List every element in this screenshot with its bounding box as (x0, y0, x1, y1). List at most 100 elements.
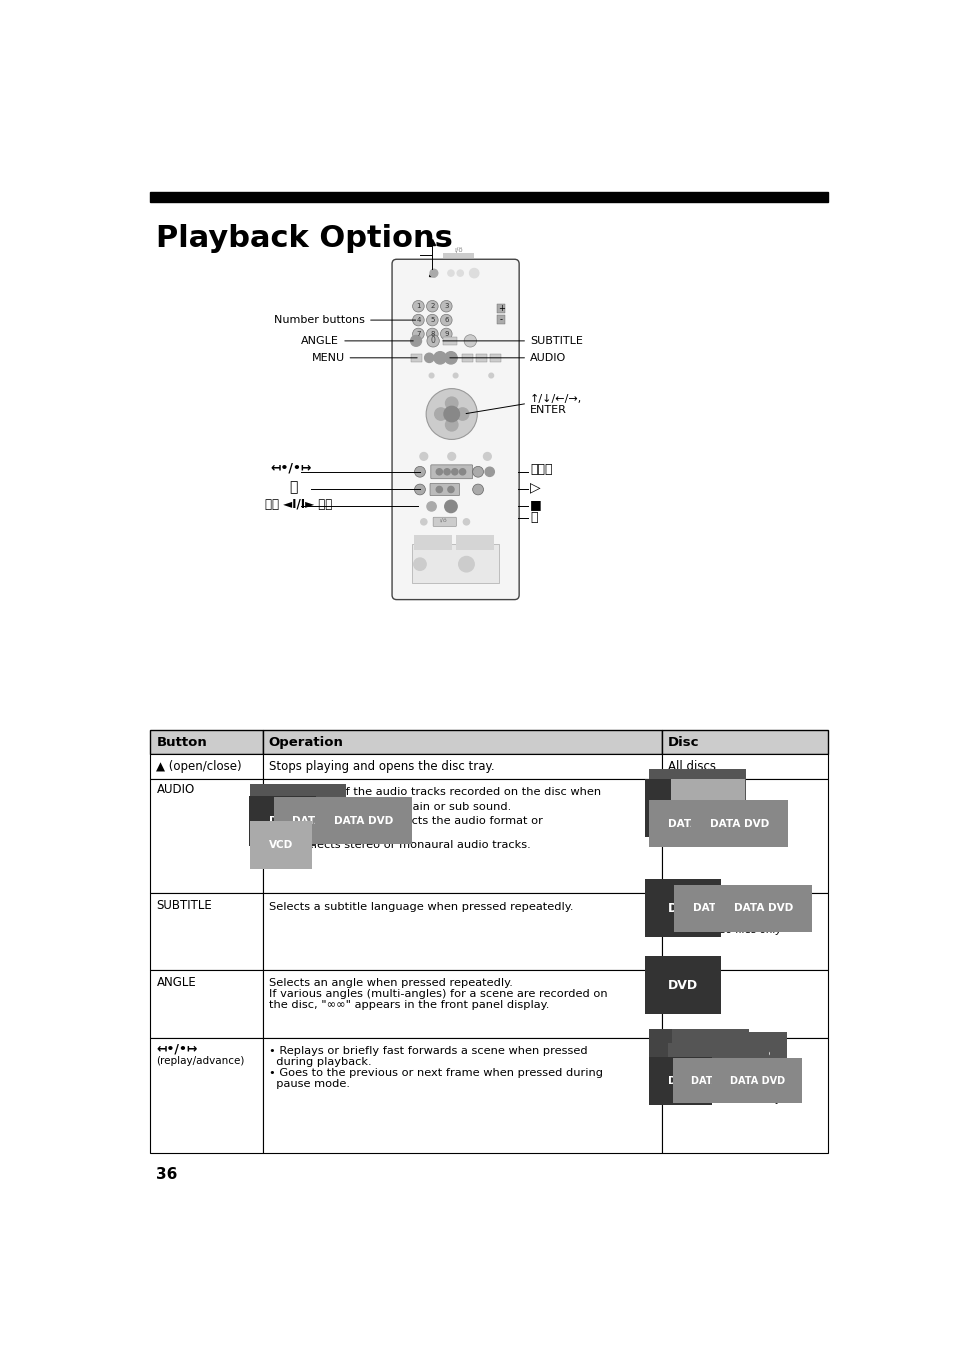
Text: *: * (728, 903, 734, 914)
Bar (443, 337, 456, 345)
Text: If various angles (multi-angles) for a scene are recorded on: If various angles (multi-angles) for a s… (269, 990, 607, 999)
Circle shape (430, 269, 437, 277)
Text: 3: 3 (443, 303, 448, 310)
Circle shape (443, 407, 459, 422)
Bar (262, 969, 661, 1038)
Circle shape (458, 557, 474, 572)
Text: Button: Button (156, 735, 207, 749)
Text: Selects an angle when pressed repeatedly.: Selects an angle when pressed repeatedly… (269, 979, 512, 988)
Text: ⏮: ⏮ (290, 480, 297, 495)
Bar (150, 192, 827, 203)
Text: DVD: DVD (667, 979, 698, 992)
Circle shape (412, 314, 424, 326)
Text: pause mode.: pause mode. (269, 1079, 350, 1088)
Text: ↤•/•↦: ↤•/•↦ (270, 461, 312, 475)
Text: : Selects stereo or monaural audio tracks.: : Selects stereo or monaural audio track… (292, 840, 531, 850)
Text: -: - (499, 315, 502, 324)
Text: 7: 7 (416, 331, 420, 337)
Text: Playback Options: Playback Options (155, 224, 452, 253)
Bar (262, 754, 661, 779)
Text: -RVR: -RVR (699, 788, 727, 798)
Bar (410, 354, 421, 362)
Text: AUDIO: AUDIO (450, 353, 566, 362)
Text: 2: 2 (430, 303, 434, 310)
Bar (489, 354, 500, 362)
Circle shape (436, 487, 442, 492)
Circle shape (426, 329, 437, 339)
Circle shape (426, 314, 437, 326)
Text: All discs: All discs (667, 760, 715, 773)
Bar (412, 544, 498, 583)
Text: -RWVR: -RWVR (269, 803, 308, 813)
Bar (661, 730, 827, 754)
Circle shape (436, 469, 442, 475)
Circle shape (440, 300, 452, 312)
Text: ANGLE: ANGLE (301, 335, 413, 346)
Circle shape (434, 352, 446, 364)
Text: *: * (724, 1076, 729, 1086)
Text: DVD: DVD (667, 1076, 693, 1086)
Circle shape (412, 329, 424, 339)
FancyBboxPatch shape (392, 260, 518, 599)
Text: AUDIO: AUDIO (156, 783, 194, 796)
Circle shape (410, 335, 421, 346)
Text: ▲ (open/close): ▲ (open/close) (156, 760, 242, 773)
Text: -RVideo: -RVideo (713, 1063, 752, 1072)
Text: ↑/↓/←/→,: ↑/↓/←/→, (466, 393, 581, 414)
Bar (661, 754, 827, 779)
Bar (661, 969, 827, 1038)
Circle shape (452, 469, 457, 475)
Circle shape (426, 388, 476, 439)
Text: DATA DVD: DATA DVD (729, 1076, 784, 1086)
Text: ENTER: ENTER (530, 406, 566, 415)
Circle shape (453, 373, 457, 377)
Text: SUBTITLE: SUBTITLE (442, 335, 582, 346)
Text: ▷: ▷ (530, 480, 540, 495)
Circle shape (429, 373, 434, 377)
Text: ↤•/•↦: ↤•/•↦ (156, 1042, 197, 1055)
Bar (661, 1038, 827, 1153)
Bar (150, 892, 262, 969)
Circle shape (456, 270, 463, 276)
Text: language.: language. (269, 836, 325, 846)
Bar (476, 354, 486, 362)
Bar (150, 730, 262, 754)
Text: *: Selects the audio format or: *: Selects the audio format or (374, 815, 542, 826)
Text: -RWVR: -RWVR (690, 1048, 730, 1059)
Text: • Goes to the previous or next frame when pressed during: • Goes to the previous or next frame whe… (269, 1068, 602, 1078)
Circle shape (415, 466, 425, 477)
Circle shape (435, 408, 447, 420)
Circle shape (447, 487, 454, 492)
Text: • Replays or briefly fast forwards a scene when pressed: • Replays or briefly fast forwards a sce… (269, 1046, 587, 1056)
Circle shape (469, 269, 478, 277)
Bar (262, 1038, 661, 1153)
Text: pressed repeatedly.: pressed repeatedly. (269, 798, 380, 808)
Text: * DivX video files only: * DivX video files only (667, 837, 781, 848)
Bar (262, 730, 661, 754)
Text: -RWVR: -RWVR (667, 788, 707, 798)
Circle shape (456, 408, 468, 420)
Text: 4: 4 (416, 318, 420, 323)
Bar (262, 892, 661, 969)
Bar (414, 535, 452, 550)
Circle shape (412, 300, 424, 312)
Text: *: * (749, 819, 754, 829)
Circle shape (459, 469, 465, 475)
FancyBboxPatch shape (431, 465, 472, 479)
Text: -RVR: -RVR (299, 803, 327, 813)
Text: ANGLE: ANGLE (156, 976, 196, 988)
Text: Number buttons: Number buttons (274, 315, 416, 324)
Text: during playback.: during playback. (269, 1057, 371, 1067)
Circle shape (419, 453, 427, 460)
Circle shape (440, 329, 452, 339)
Circle shape (427, 502, 436, 511)
Circle shape (488, 373, 493, 377)
Bar (456, 535, 494, 550)
Text: * DivX video files only: * DivX video files only (667, 925, 781, 936)
Circle shape (444, 352, 456, 364)
Text: VCD: VCD (269, 840, 293, 850)
Text: ı/ö: ı/ö (439, 516, 447, 522)
Circle shape (426, 300, 437, 312)
Circle shape (445, 419, 457, 431)
Text: Operation: Operation (269, 735, 343, 749)
